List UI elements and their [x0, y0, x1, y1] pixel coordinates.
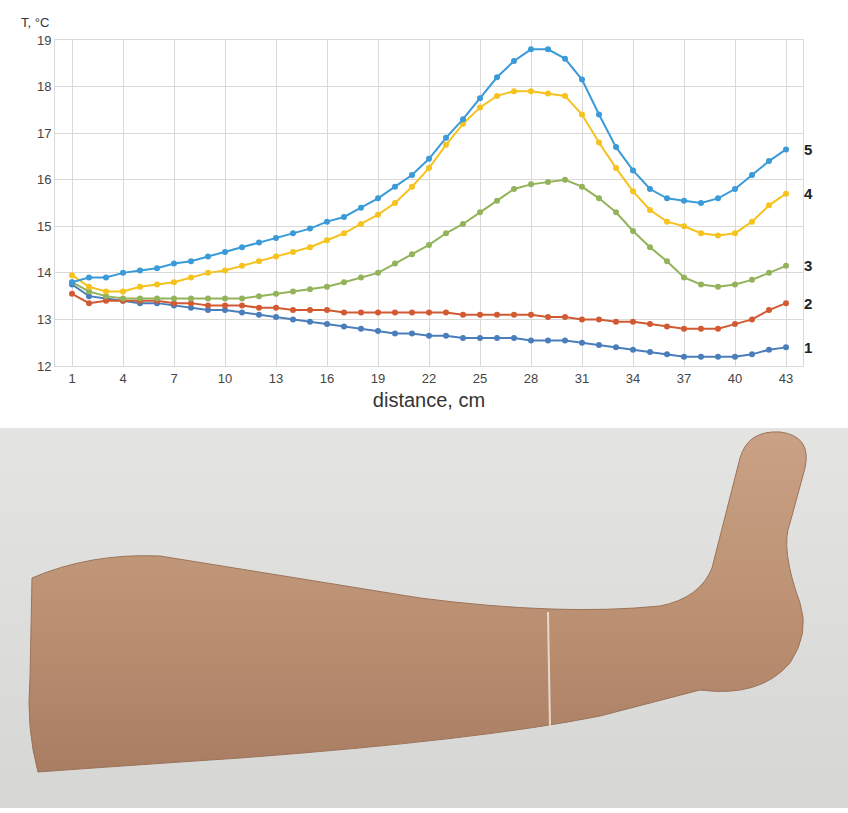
- svg-text:43: 43: [779, 371, 793, 386]
- svg-text:34: 34: [626, 371, 640, 386]
- svg-text:16: 16: [37, 172, 51, 187]
- svg-text:4: 4: [119, 371, 126, 386]
- svg-text:12: 12: [37, 359, 51, 374]
- svg-text:28: 28: [524, 371, 538, 386]
- svg-text:19: 19: [37, 33, 51, 48]
- svg-text:4: 4: [804, 185, 813, 202]
- svg-text:1: 1: [804, 339, 812, 356]
- svg-text:37: 37: [677, 371, 691, 386]
- svg-text:13: 13: [269, 371, 283, 386]
- svg-text:10: 10: [218, 371, 232, 386]
- svg-text:distance, cm: distance, cm: [373, 389, 485, 411]
- svg-text:18: 18: [37, 79, 51, 94]
- svg-text:22: 22: [422, 371, 436, 386]
- svg-text:7: 7: [170, 371, 177, 386]
- svg-text:T, °C: T, °C: [21, 15, 49, 30]
- svg-text:3: 3: [804, 257, 812, 274]
- svg-text:17: 17: [37, 126, 51, 141]
- svg-text:1: 1: [68, 371, 75, 386]
- svg-text:2: 2: [804, 295, 812, 312]
- svg-text:15: 15: [37, 219, 51, 234]
- svg-text:31: 31: [575, 371, 589, 386]
- svg-text:40: 40: [728, 371, 742, 386]
- svg-text:5: 5: [804, 141, 812, 158]
- svg-text:16: 16: [320, 371, 334, 386]
- svg-text:19: 19: [371, 371, 385, 386]
- svg-text:14: 14: [37, 265, 51, 280]
- svg-text:13: 13: [37, 312, 51, 327]
- svg-text:25: 25: [473, 371, 487, 386]
